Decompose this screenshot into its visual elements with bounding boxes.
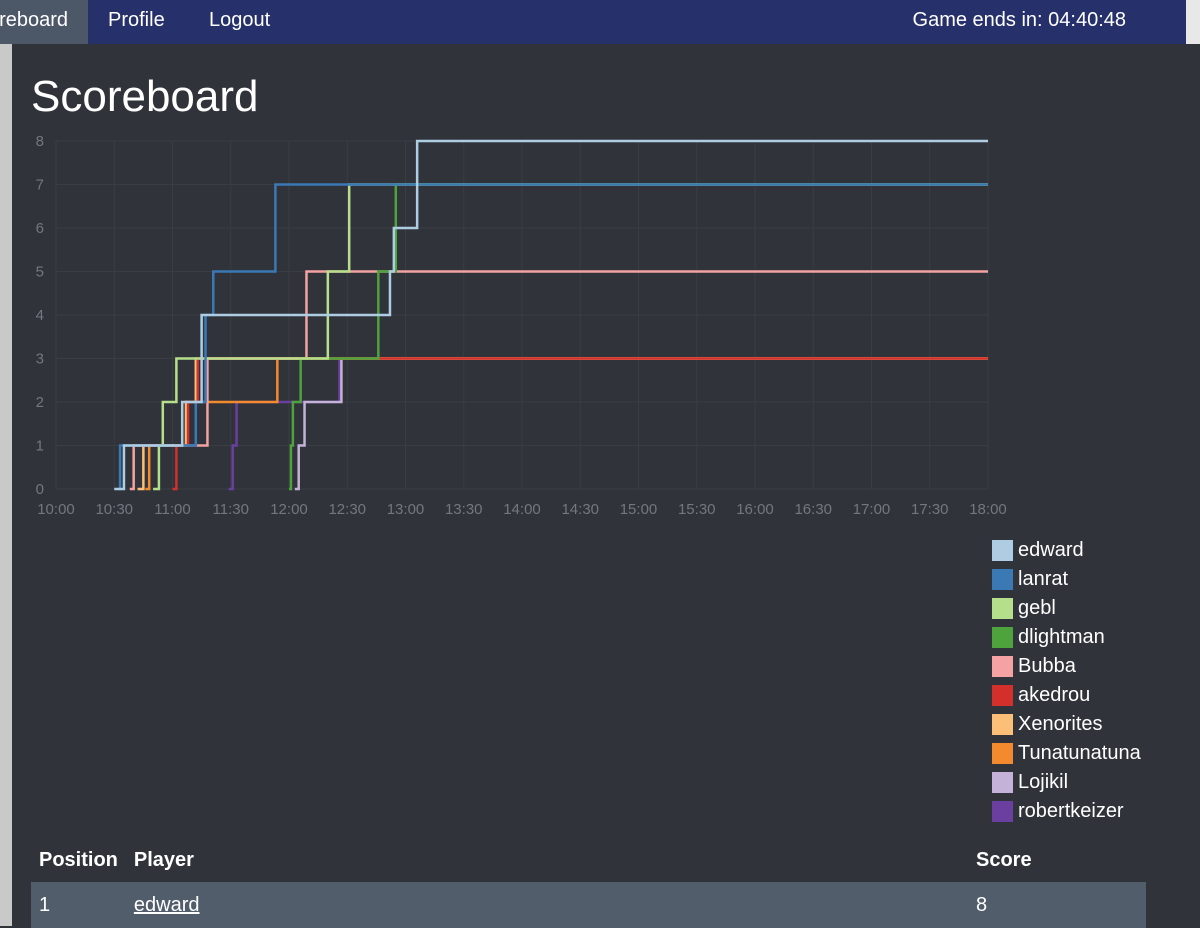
x-tick-label: 16:30 bbox=[794, 501, 832, 518]
series-line-lanrat bbox=[118, 183, 988, 491]
x-tick-label: 10:00 bbox=[37, 501, 75, 518]
legend-label: Bubba bbox=[1018, 655, 1076, 677]
y-tick-label: 4 bbox=[36, 307, 44, 324]
legend-label: gebl bbox=[1018, 597, 1056, 619]
row-player-cell: edward bbox=[125, 882, 968, 928]
chart-series bbox=[114, 139, 988, 491]
legend-item: gebl bbox=[992, 594, 1141, 623]
legend-item: edward bbox=[992, 536, 1141, 565]
y-tick-label: 5 bbox=[36, 264, 44, 281]
legend-item: Bubba bbox=[992, 652, 1141, 681]
row-position: 1 bbox=[31, 882, 126, 928]
x-tick-label: 15:00 bbox=[620, 501, 658, 518]
legend-item: Tunatunatuna bbox=[992, 739, 1141, 768]
navbar-edge bbox=[1186, 0, 1200, 44]
series-line-xenorites bbox=[137, 357, 988, 491]
page-title: Scoreboard bbox=[31, 72, 259, 121]
y-tick-label: 2 bbox=[36, 394, 44, 411]
x-tick-label: 11:00 bbox=[154, 501, 190, 518]
y-tick-label: 3 bbox=[36, 351, 44, 368]
legend-swatch bbox=[992, 772, 1013, 793]
x-tick-label: 17:00 bbox=[853, 501, 891, 518]
series-line-dlightman bbox=[289, 183, 988, 491]
x-tick-label: 12:00 bbox=[270, 501, 308, 518]
header-player: Player bbox=[133, 848, 194, 871]
left-edge-bar bbox=[0, 44, 12, 926]
legend-label: lanrat bbox=[1018, 568, 1069, 590]
nav-scoreboard[interactable]: reboard bbox=[0, 0, 88, 44]
legend-swatch bbox=[992, 714, 1013, 735]
legend-swatch bbox=[992, 598, 1013, 619]
y-tick-label: 7 bbox=[36, 177, 44, 194]
x-tick-label: 11:30 bbox=[213, 501, 249, 518]
header-position: Position bbox=[39, 848, 118, 871]
y-tick-label: 6 bbox=[36, 220, 44, 237]
x-tick-label: 13:30 bbox=[445, 501, 483, 518]
header-score: Score bbox=[976, 848, 1032, 871]
y-tick-label: 0 bbox=[36, 481, 44, 498]
x-tick-label: 15:30 bbox=[678, 501, 716, 518]
legend-item: Xenorites bbox=[992, 710, 1141, 739]
nav-profile[interactable]: Profile bbox=[108, 9, 165, 31]
table-row: 1 edward 8 bbox=[31, 882, 1146, 928]
score-chart: 0 1 2 3 4 5 6 7 8 10:00 10:30 11:00 11:30 12:00 12:30… bbox=[36, 133, 1007, 518]
game-timer: Game ends in: 04:40:48 bbox=[912, 9, 1126, 31]
x-tick-label: 13:00 bbox=[387, 501, 425, 518]
chart-legend: edward lanrat gebl dlightman Bubba akedrou Xen… bbox=[992, 536, 1141, 826]
legend-swatch bbox=[992, 569, 1013, 590]
y-tick-label: 8 bbox=[36, 133, 44, 150]
x-axis-ticks: 10:00 10:30 11:00 11:30 12:00 12:30 13:00 13:30… bbox=[37, 501, 1007, 518]
series-line-lojikil bbox=[294, 357, 988, 491]
nav-logout[interactable]: Logout bbox=[209, 9, 271, 31]
legend-item: Lojikil bbox=[992, 768, 1141, 797]
x-tick-label: 10:30 bbox=[95, 501, 133, 518]
legend-label: robertkeizer bbox=[1018, 800, 1124, 822]
legend-item: lanrat bbox=[992, 565, 1141, 594]
nav-scoreboard-label: reboard bbox=[0, 9, 68, 31]
legend-swatch bbox=[992, 801, 1013, 822]
legend-item: robertkeizer bbox=[992, 797, 1141, 826]
legend-swatch bbox=[992, 540, 1013, 561]
legend-label: dlightman bbox=[1018, 626, 1105, 648]
series-line-gebl bbox=[153, 183, 988, 491]
legend-label: Xenorites bbox=[1018, 713, 1103, 735]
legend-swatch bbox=[992, 656, 1013, 677]
legend-item: dlightman bbox=[992, 623, 1141, 652]
legend-label: edward bbox=[1018, 539, 1084, 561]
legend-swatch bbox=[992, 743, 1013, 764]
x-tick-label: 14:00 bbox=[503, 501, 541, 518]
series-line-edward bbox=[114, 139, 988, 491]
series-line-bubba bbox=[129, 270, 988, 491]
player-link[interactable]: edward bbox=[133, 893, 200, 916]
table-header-row: Position Player Score bbox=[31, 838, 1146, 882]
y-tick-label: 1 bbox=[36, 438, 44, 455]
legend-swatch bbox=[992, 685, 1013, 706]
legend-label: Lojikil bbox=[1018, 771, 1069, 793]
series-line-tunatunatuna bbox=[145, 357, 988, 491]
x-tick-label: 17:30 bbox=[911, 501, 949, 518]
x-tick-label: 14:30 bbox=[561, 501, 599, 518]
legend-swatch bbox=[992, 627, 1013, 648]
x-tick-label: 18:00 bbox=[969, 501, 1007, 518]
series-line-robertkeizer bbox=[228, 357, 988, 491]
legend-item: akedrou bbox=[992, 681, 1141, 710]
y-axis-ticks: 0 1 2 3 4 5 6 7 8 bbox=[36, 133, 44, 498]
top-navbar: reboard Profile Logout Game ends in: 04:… bbox=[0, 0, 1200, 44]
legend-label: akedrou bbox=[1018, 684, 1091, 706]
scoreboard-table: Position Player Score 1 edward 8 bbox=[31, 838, 1146, 928]
x-tick-label: 16:00 bbox=[736, 501, 774, 518]
x-tick-label: 12:30 bbox=[328, 501, 366, 518]
legend-label: Tunatunatuna bbox=[1018, 742, 1141, 764]
row-score: 8 bbox=[968, 882, 1146, 928]
